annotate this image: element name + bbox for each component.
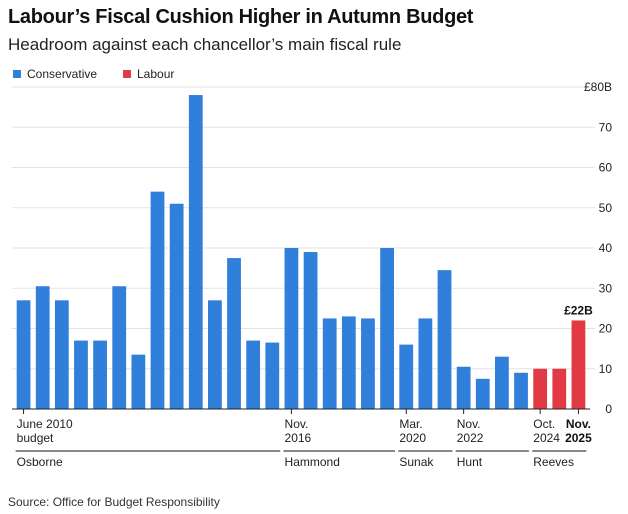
bar-conservative <box>456 366 471 409</box>
y-tick-label: 0 <box>605 402 612 416</box>
x-tick-label: budget <box>17 431 54 445</box>
x-tick-label: Nov. <box>457 417 481 431</box>
source-note: Source: Office for Budget Responsibility <box>8 495 220 509</box>
gridlines <box>12 86 595 370</box>
bar-annotation: £22B <box>564 303 593 317</box>
y-tick-label: 50 <box>599 201 613 215</box>
bar-labour <box>571 320 586 409</box>
y-axis-ticks: 0 10 20 30 40 50 60 70 £80B <box>584 80 612 416</box>
bar-conservative <box>188 95 203 410</box>
bar-conservative <box>35 286 50 409</box>
era-label: Hunt <box>457 455 483 469</box>
bar-conservative <box>361 318 375 409</box>
era-label: Sunak <box>399 455 434 469</box>
bar-conservative <box>208 300 222 409</box>
y-tick-label: 40 <box>599 241 613 255</box>
annotations: £22B <box>564 303 593 317</box>
legend-label-conservative: Conservative <box>27 67 97 81</box>
y-tick-label: 20 <box>599 322 613 336</box>
chart-title: Labour’s Fiscal Cushion Higher in Autumn… <box>8 6 474 28</box>
era-label: Hammond <box>285 455 340 469</box>
x-tick-label: 2020 <box>399 431 426 445</box>
x-tick-label: 2024 <box>533 431 560 445</box>
x-tick-label: Nov. <box>566 417 591 431</box>
bar-conservative <box>112 286 127 409</box>
bar-conservative <box>437 270 452 409</box>
y-tick-label: 70 <box>599 120 613 134</box>
legend: Conservative Labour <box>13 67 174 81</box>
bar-conservative <box>380 248 394 409</box>
bar-conservative <box>246 340 261 409</box>
legend-label-labour: Labour <box>137 67 174 81</box>
bar-labour <box>533 368 548 409</box>
x-tick-label: 2022 <box>457 431 484 445</box>
chancellor-eras: Osborne Hammond Sunak Hunt Reeves <box>15 450 587 469</box>
bar-conservative <box>265 342 280 409</box>
chart-subtitle: Headroom against each chancellor’s main … <box>8 35 401 54</box>
bar-conservative <box>54 300 69 409</box>
era-label: Osborne <box>17 455 63 469</box>
x-tick-label: Oct. <box>533 417 555 431</box>
bar-conservative <box>341 316 356 409</box>
legend-swatch-labour <box>123 70 131 78</box>
bar-conservative <box>74 340 88 409</box>
bar-conservative <box>93 340 107 409</box>
y-tick-label: 60 <box>599 161 613 175</box>
era-label: Reeves <box>533 455 574 469</box>
bar-conservative <box>495 356 509 409</box>
bars <box>16 95 586 410</box>
bar-conservative <box>322 318 337 409</box>
bar-conservative <box>16 300 31 409</box>
bar-conservative <box>131 354 146 409</box>
bar-conservative <box>399 344 414 409</box>
legend-swatch-conservative <box>13 70 21 78</box>
bar-conservative <box>169 203 184 409</box>
bar-conservative <box>150 191 165 409</box>
x-tick-label: June 2010 <box>17 417 73 431</box>
bar-conservative <box>303 252 318 409</box>
bar-conservative <box>284 248 299 409</box>
x-tick-label: 2016 <box>285 431 312 445</box>
y-tick-label: £80B <box>584 80 612 94</box>
bar-conservative <box>475 378 490 409</box>
x-tick-label: Nov. <box>285 417 309 431</box>
bar-conservative <box>514 372 528 409</box>
y-tick-label: 10 <box>599 362 613 376</box>
x-axis-labels: June 2010budgetNov.2016Mar.2020Nov.2022O… <box>17 409 592 445</box>
x-tick-label: 2025 <box>565 431 592 445</box>
y-tick-label: 30 <box>599 281 613 295</box>
bar-conservative <box>418 318 433 409</box>
bar-conservative <box>227 258 241 409</box>
bar-labour <box>552 368 567 409</box>
x-tick-label: Mar. <box>399 417 422 431</box>
